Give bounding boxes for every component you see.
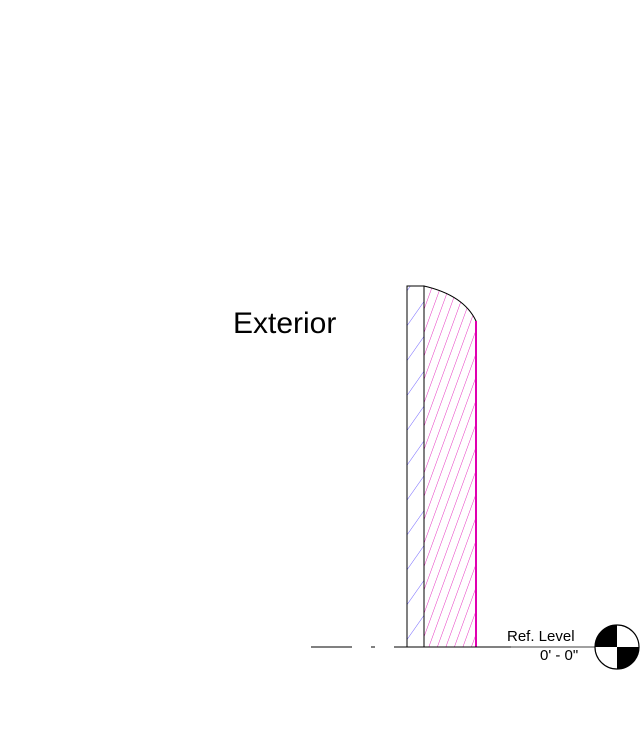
exterior-label: Exterior [233, 307, 337, 340]
level-elevation-label[interactable]: 0' - 0" [540, 647, 579, 664]
wall-finish-layer [406, 285, 425, 648]
level-name-label[interactable]: Ref. Level [507, 628, 575, 645]
level-head-icon[interactable] [594, 624, 640, 670]
wall-core-layer [423, 285, 477, 648]
